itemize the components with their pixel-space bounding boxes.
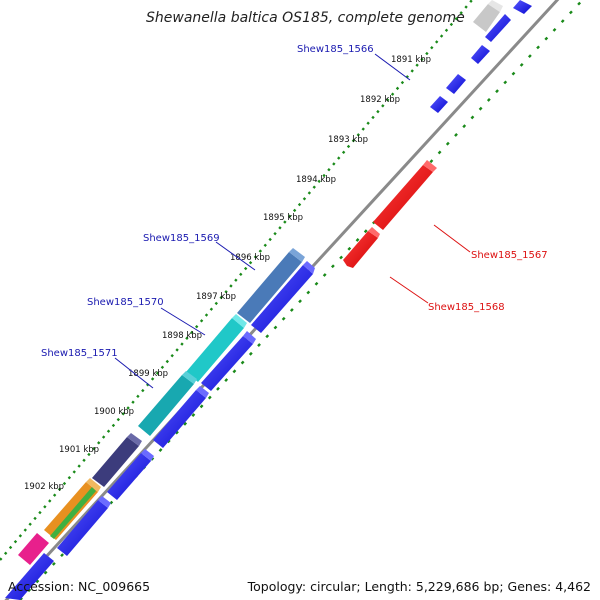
gene-orange-green[interactable] — [44, 478, 101, 540]
cog-genes — [18, 248, 305, 565]
tick-1900: 1900 kbp — [94, 407, 134, 417]
gene-shew185-1568[interactable] — [343, 227, 380, 268]
topology-summary: Topology: circular; Length: 5,229,686 bp… — [247, 579, 591, 594]
tick-1897: 1897 kbp — [196, 292, 236, 302]
label-shew185-1571[interactable]: Shew185_1571 — [41, 348, 118, 359]
gene-shew185-1566[interactable] — [471, 45, 490, 64]
tick-1898: 1898 kbp — [162, 331, 202, 341]
gene-b-1892a[interactable] — [446, 74, 466, 94]
tick-1891: 1891 kbp — [391, 55, 431, 65]
accession-text: Accession: NC_009665 — [8, 579, 151, 594]
gene-b-1892b[interactable] — [430, 96, 448, 113]
gene-b-1900[interactable] — [107, 449, 154, 500]
tick-1893: 1893 kbp — [328, 135, 368, 145]
tick-1902: 1902 kbp — [24, 482, 64, 492]
label-shew185-1568[interactable]: Shew185_1568 — [428, 302, 505, 313]
gene-shew185-1569[interactable] — [237, 248, 305, 323]
tick-1901: 1901 kbp — [59, 445, 99, 455]
tick-1895: 1895 kbp — [263, 213, 303, 223]
gene-b-1901[interactable] — [57, 496, 111, 556]
gene-shew185-1567[interactable] — [373, 160, 437, 230]
gene-top-gray[interactable] — [473, 0, 503, 32]
gene-shew185-1571[interactable] — [138, 371, 197, 436]
label-shew185-1569[interactable]: Shew185_1569 — [143, 233, 220, 244]
gene-magenta[interactable] — [18, 533, 49, 565]
gene-b-1896[interactable] — [251, 261, 315, 333]
gene-shew185-1570[interactable] — [186, 314, 247, 382]
gene-b-1899[interactable] — [153, 386, 209, 448]
gene-purple[interactable] — [92, 433, 142, 487]
callout-lines — [114, 53, 471, 389]
label-shew185-1566[interactable]: Shew185_1566 — [297, 44, 374, 55]
gene-top-1[interactable] — [513, 0, 532, 14]
forward-genes — [5, 0, 532, 600]
gene-b-1897[interactable] — [201, 331, 256, 391]
kbp-ticks: 1891 kbp 1892 kbp 1893 kbp 1894 kbp 1895… — [24, 55, 431, 492]
label-shew185-1567[interactable]: Shew185_1567 — [471, 250, 548, 261]
gene-top-2[interactable] — [485, 14, 511, 42]
gc-dots-outer — [0, 0, 473, 561]
tick-1894: 1894 kbp — [296, 175, 336, 185]
label-shew185-1570[interactable]: Shew185_1570 — [87, 297, 164, 308]
map-title: Shewanella baltica OS185, complete genom… — [146, 10, 465, 26]
tick-1899: 1899 kbp — [128, 369, 168, 379]
tick-1896: 1896 kbp — [230, 253, 270, 263]
tick-1892: 1892 kbp — [360, 95, 400, 105]
gene-b-1903[interactable] — [5, 553, 54, 600]
